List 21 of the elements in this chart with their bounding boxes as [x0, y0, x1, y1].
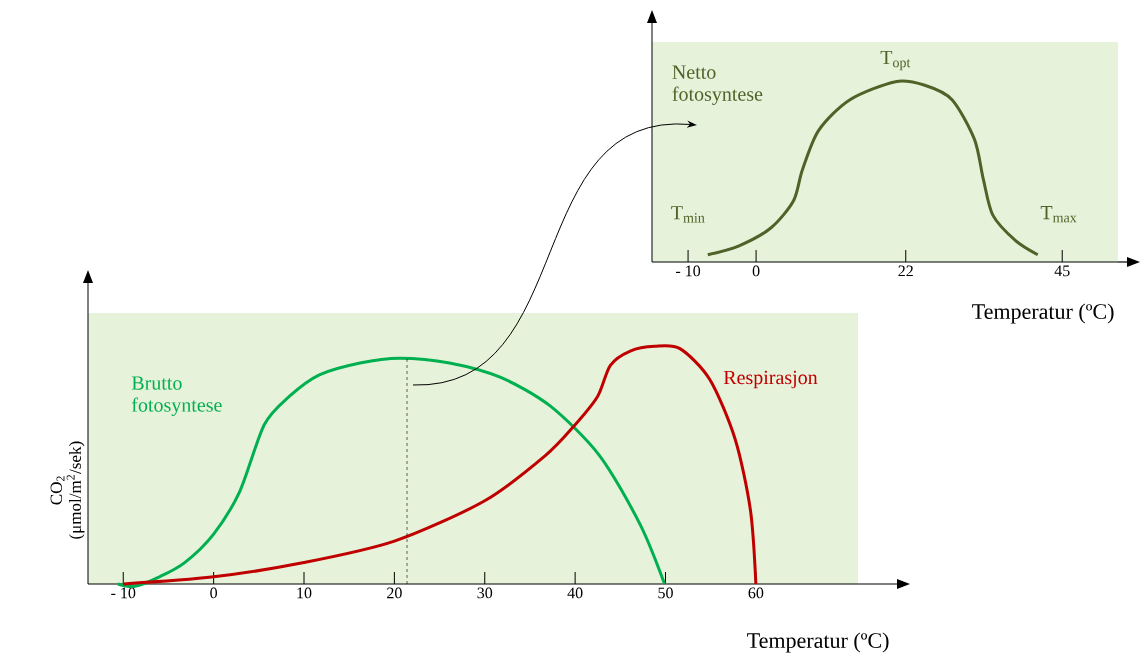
- x-tick-label: 0: [752, 265, 760, 277]
- x-tick-label: 45: [1054, 265, 1070, 277]
- x-axis-title: Temperatur (ºC): [972, 303, 1114, 324]
- annotation: T$_{min}$: [671, 206, 705, 223]
- x-tick-label: 30: [477, 587, 493, 599]
- x-tick-label: - 10: [111, 587, 136, 599]
- x-tick-label: 40: [567, 587, 583, 599]
- y-axis-title: CO$_{2}$ (μmol/m$^{2}$/sek): [50, 441, 85, 539]
- text: Netto fotosyntese: [672, 65, 763, 105]
- x-tick-label: 20: [387, 587, 402, 599]
- x-tick-label: 0: [210, 587, 218, 599]
- series-label: Respirasjon: [723, 370, 818, 389]
- x-tick-label: 50: [658, 587, 673, 599]
- text: Brutto fotosyntese: [131, 376, 222, 416]
- x-tick-label: 60: [748, 587, 764, 599]
- annotation: T$_{max}$: [1040, 206, 1077, 223]
- annotation: T$_{opt}$: [880, 50, 911, 71]
- x-tick-label: 22: [898, 265, 913, 277]
- x-tick-label: - 10: [675, 265, 701, 277]
- x-tick-label: 10: [297, 587, 312, 599]
- x-axis-title: Temperatur (ºC): [747, 632, 889, 653]
